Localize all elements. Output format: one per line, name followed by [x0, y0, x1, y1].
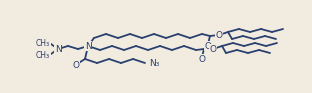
Text: CH₃: CH₃	[36, 39, 50, 48]
Text: N₃: N₃	[149, 58, 159, 68]
Text: O: O	[72, 61, 80, 70]
Text: N: N	[55, 44, 61, 53]
Text: CH₃: CH₃	[36, 50, 50, 60]
Text: O: O	[216, 31, 222, 40]
Text: N: N	[85, 41, 91, 50]
Text: O: O	[204, 41, 212, 50]
Text: O: O	[198, 54, 206, 64]
Text: O: O	[209, 44, 217, 53]
